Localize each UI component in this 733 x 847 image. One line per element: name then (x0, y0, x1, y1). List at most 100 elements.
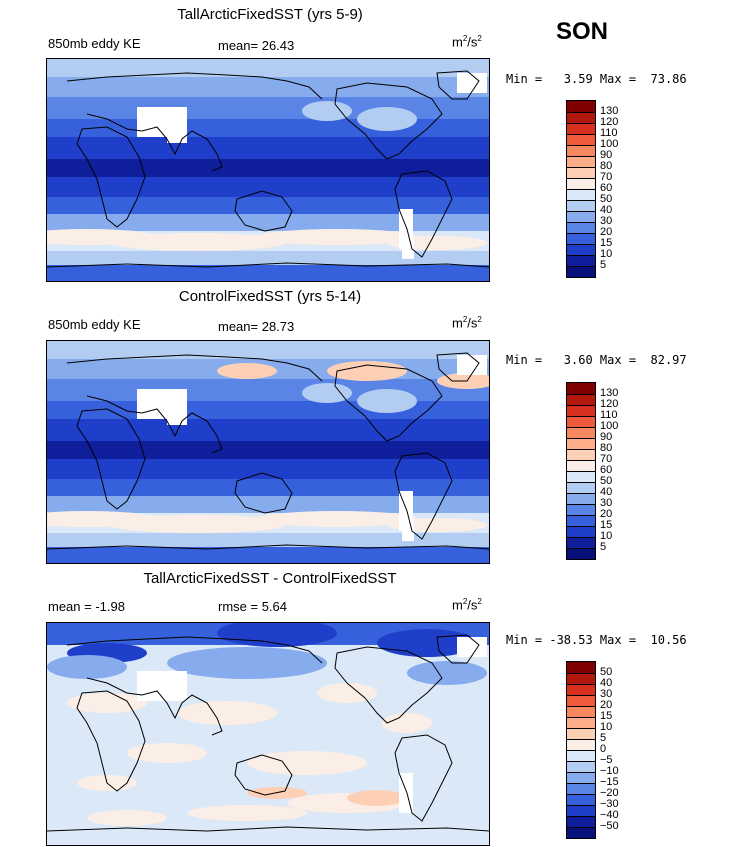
colorbar-swatch (567, 673, 595, 684)
colorbar-swatch (567, 178, 595, 189)
colorbar-label: 20 (600, 226, 613, 238)
colorbar-swatch (567, 427, 595, 438)
colorbar-label: 30 (600, 497, 613, 509)
colorbar-swatch (567, 482, 595, 493)
panel-1-title: TallArcticFixedSST (yrs 5-9) (177, 6, 363, 23)
colorbar-label: −40 (600, 809, 619, 821)
panel-2-map-canvas (47, 341, 489, 563)
colorbar-swatch (567, 200, 595, 211)
colorbar-label: 80 (600, 160, 613, 172)
panel-1-variable-label: 850mb eddy KE (48, 36, 141, 51)
colorbar-swatch (567, 233, 595, 244)
panel-2-variable-label: 850mb eddy KE (48, 317, 141, 332)
colorbar-swatch (567, 405, 595, 416)
colorbar-swatch (567, 383, 595, 394)
colorbar-label: 20 (600, 508, 613, 520)
colorbar-label: 10 (600, 530, 613, 542)
colorbar-swatch (567, 145, 595, 156)
colorbar-swatch (567, 449, 595, 460)
panel-3-colorbar (566, 661, 596, 839)
colorbar-swatch (567, 750, 595, 761)
colorbar-label: 20 (600, 699, 613, 711)
colorbar-swatch (567, 394, 595, 405)
colorbar-swatch (567, 783, 595, 794)
panel-3-title: TallArcticFixedSST - ControlFixedSST (143, 570, 397, 587)
colorbar-label: 50 (600, 475, 613, 487)
colorbar-label: 100 (600, 138, 619, 150)
colorbar-swatch (567, 134, 595, 145)
colorbar-label: −5 (600, 754, 613, 766)
colorbar-label: 0 (600, 743, 607, 755)
colorbar-swatch (567, 526, 595, 537)
panel-3-map (46, 622, 490, 846)
panel-1-map (46, 58, 490, 282)
colorbar-label: 15 (600, 237, 613, 249)
colorbar-label: 70 (600, 171, 613, 183)
colorbar-label: −30 (600, 798, 619, 810)
colorbar-swatch (567, 662, 595, 673)
colorbar-swatch (567, 493, 595, 504)
colorbar-swatch (567, 438, 595, 449)
colorbar-label: 130 (600, 105, 619, 117)
colorbar-label: 90 (600, 149, 613, 161)
colorbar-swatch (567, 189, 595, 200)
panel-3-map-canvas (47, 623, 489, 845)
colorbar-swatch (567, 416, 595, 427)
colorbar-label: 90 (600, 431, 613, 443)
colorbar-label: 120 (600, 398, 619, 410)
colorbar-swatch (567, 222, 595, 233)
season-label: SON (556, 18, 609, 45)
colorbar-swatch (567, 794, 595, 805)
colorbar-label: 15 (600, 710, 613, 722)
colorbar-label: 60 (600, 464, 613, 476)
colorbar-label: 5 (600, 732, 607, 744)
panel-1-map-canvas (47, 59, 489, 281)
colorbar-swatch (567, 266, 595, 277)
colorbar-swatch (567, 548, 595, 559)
panel-2-map (46, 340, 490, 564)
panel-3-rmse-label: rmse = 5.64 (218, 599, 288, 614)
coastlines (47, 352, 489, 550)
colorbar-swatch (567, 761, 595, 772)
panel-2-units: m2/s2 (452, 315, 482, 331)
colorbar-swatch (567, 706, 595, 717)
colorbar-label: 110 (600, 409, 618, 421)
colorbar-swatch (567, 515, 595, 526)
colorbar-swatch (567, 156, 595, 167)
colorbar-swatch (567, 101, 595, 112)
colorbar-label: 10 (600, 721, 613, 733)
colorbar-swatch (567, 827, 595, 838)
colorbar-swatch (567, 772, 595, 783)
panel-2-minmax: Min = 3.60 Max = 82.97 (506, 353, 687, 367)
colorbar-label: 10 (600, 248, 613, 260)
colorbar-swatch (567, 816, 595, 827)
colorbar-swatch (567, 255, 595, 266)
colorbar-swatch (567, 112, 595, 123)
colorbar-label: 40 (600, 204, 613, 216)
colorbar-label: 120 (600, 116, 619, 128)
panel-2-mean-label: mean= 28.73 (218, 319, 295, 334)
colorbar-swatch (567, 167, 595, 178)
colorbar-label: −50 (600, 820, 619, 832)
panel-1-minmax: Min = 3.59 Max = 73.86 (506, 72, 687, 86)
colorbar-label: 60 (600, 182, 613, 194)
colorbar-swatch (567, 211, 595, 222)
colorbar-label: 50 (600, 666, 613, 678)
colorbar-swatch (567, 717, 595, 728)
panel-1-colorbar (566, 100, 596, 278)
colorbar-swatch (567, 471, 595, 482)
panel-2-colorbar (566, 382, 596, 560)
panel-3-units: m2/s2 (452, 597, 482, 613)
colorbar-label: 30 (600, 215, 613, 227)
colorbar-label: 80 (600, 442, 613, 454)
panel-3-mean-label: mean = -1.98 (48, 599, 125, 614)
colorbar-label: 130 (600, 387, 619, 399)
colorbar-label: 15 (600, 519, 613, 531)
colorbar-label: 50 (600, 193, 613, 205)
colorbar-swatch (567, 695, 595, 706)
panel-2-title: ControlFixedSST (yrs 5-14) (178, 288, 362, 305)
coastlines (47, 634, 489, 832)
colorbar-swatch (567, 244, 595, 255)
colorbar-label: 5 (600, 259, 607, 271)
panel-3-minmax: Min = -38.53 Max = 10.56 (506, 633, 687, 647)
